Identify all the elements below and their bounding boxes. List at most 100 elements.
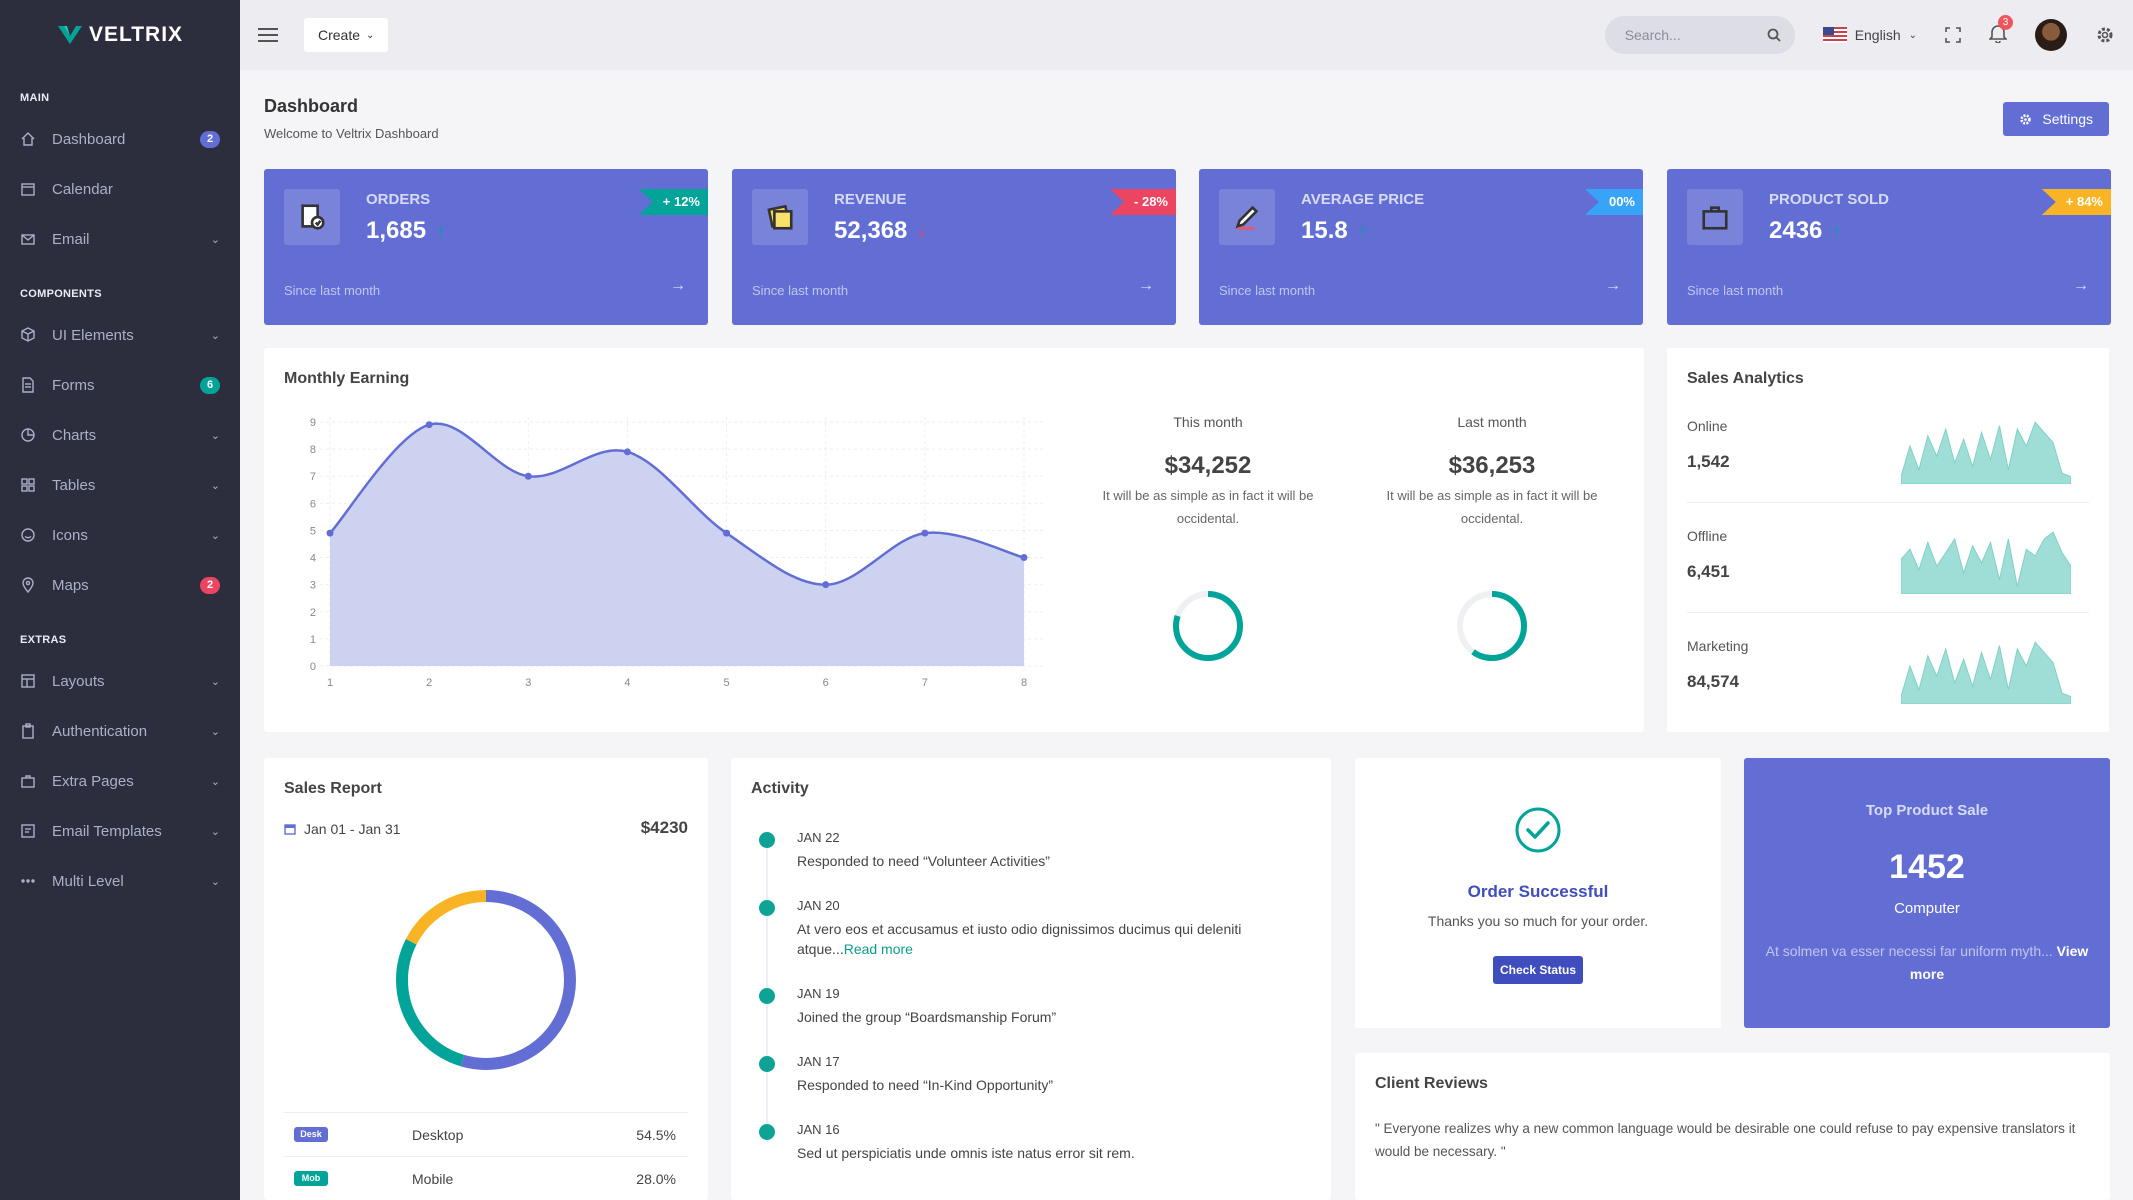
sidebar-item-icons[interactable]: Icons ⌄ [0,510,240,560]
activity-text-block: At vero eos et accusamus et iusto odio d… [797,919,1317,959]
device-percent: 28.0% [636,1170,676,1187]
sidebar-item-ui-elements[interactable]: UI Elements ⌄ [0,310,240,360]
stat-change-badge: + 12% [638,189,708,215]
brand-name: VELTRIX [88,23,184,46]
sidebar-item-authentication[interactable]: Authentication ⌄ [0,706,240,756]
sidebar-item-maps[interactable]: Maps 2 [0,560,240,610]
chevron-down-icon: ⌄ [1908,29,1917,41]
map-pin-icon [20,577,36,593]
last-month-label: Last month [1457,414,1527,430]
arrow-right-icon[interactable]: → [2073,277,2089,294]
sparkline-area [1901,641,2071,704]
sidebar-item-label: Email Templates [52,822,162,840]
data-point [326,529,334,537]
language-selector[interactable]: English ⌄ [1822,27,1917,43]
layout-icon [20,673,36,689]
y-tick-label: 1 [310,634,316,646]
sales-report-donut [396,890,576,1070]
arrow-right-icon[interactable]: → [1138,277,1154,294]
arrow-right-icon[interactable]: → [1605,277,1621,294]
stat-since: Since last month [1219,283,1316,298]
last-month-block: Last month $36,253 It will be as simple … [1362,414,1622,530]
sales-report-title: Sales Report [284,780,382,797]
stat-value-row: 1,685 ↑ [366,217,445,245]
activity-item: JAN 20 At vero eos et accusamus et iusto … [797,898,1317,959]
sidebar-item-tables[interactable]: Tables ⌄ [0,460,240,510]
sales-analytics-row: Online 1,542 [1687,414,2089,514]
check-status-button[interactable]: Check Status [1493,956,1583,984]
chevron-down-icon: ⌄ [210,233,220,246]
activity-item: JAN 22 Responded to need “Volunteer Activ… [797,830,1317,871]
fullscreen-icon[interactable] [1945,27,1961,43]
order-success-card: Order Successful Thanks you so much for … [1355,758,1721,1028]
stat-card-product-sold: Product Sold 2436 ↑ + 84% Since last month → [1667,169,2111,325]
sidebar-item-charts[interactable]: Charts ⌄ [0,410,240,460]
x-tick-label: 2 [426,677,432,689]
this-month-block: This month $34,252 It will be as simple … [1078,414,1338,530]
x-tick-label: 6 [823,677,829,689]
activity-text: Joined the group “Boardsmanship Forum” [797,1009,1057,1025]
sidebar-item-forms[interactable]: Forms 6 [0,360,240,410]
activity-text: Responded to need “Volunteer Activities” [797,853,1050,869]
sales-analytics-label: Offline [1687,528,1728,544]
arrow-up-icon: ↑ [1832,220,1842,241]
data-point [1020,554,1028,562]
timeline-dot [759,1124,775,1140]
sidebar-item-layouts[interactable]: Layouts ⌄ [0,656,240,706]
chevron-down-icon: ⌄ [366,29,375,41]
activity-item: JAN 17 Responded to need “In-Kind Opportu… [797,1054,1317,1095]
user-avatar[interactable] [2035,19,2067,51]
sidebar: VELTRIX MAIN Dashboard 2 Calendar Email ⌄ COMP… [0,0,240,1200]
grid-icon [20,477,36,493]
sales-report-total: $4230 [640,818,688,837]
sidebar-item-email[interactable]: Email ⌄ [0,214,240,264]
sidebar-item-label: Dashboard [52,130,126,148]
sidebar-item-dashboard[interactable]: Dashboard 2 [0,114,240,164]
brand-logo[interactable]: VELTRIX [0,0,240,70]
settings-button[interactable]: Settings [2003,102,2109,136]
chevron-down-icon: ⌄ [210,825,220,838]
home-icon [20,131,36,147]
view-more-link[interactable]: View more [1909,943,2089,982]
stat-since: Since last month [752,283,849,298]
stat-card-average-price: Average Price 15.8 ↑ 00% Since last month → [1199,169,1643,325]
logo-icon [57,26,82,44]
stat-since: Since last month [284,283,381,298]
sidebar-item-label: Layouts [52,672,105,690]
top-product-card: Top Product Sale 1452 Computer At solmen… [1744,758,2110,1028]
activity-text: At vero eos et accusamus et iusto odio d… [797,921,1242,957]
this-month-desc: It will be as simple as in fact it will … [1102,488,1314,526]
hamburger-menu-icon[interactable] [258,27,278,43]
gear-icon[interactable] [2095,25,2115,45]
y-tick-label: 8 [310,444,316,456]
sidebar-item-calendar[interactable]: Calendar [0,164,240,214]
sidebar-item-label: Extra Pages [52,772,134,790]
revenue-icon [752,189,808,245]
sidebar-item-extra-pages[interactable]: Extra Pages ⌄ [0,756,240,806]
timeline-dot [759,988,775,1004]
stat-card-orders: Orders 1,685 ↑ + 12% Since last month → [264,169,708,325]
arrow-right-icon[interactable]: → [670,277,686,294]
clipboard-icon [20,723,36,739]
notification-button[interactable]: 3 [1988,15,2013,47]
x-tick-label: 7 [922,677,928,689]
x-tick-label: 5 [724,677,730,689]
sidebar-item-label: Authentication [52,722,148,740]
create-dropdown-button[interactable]: Create ⌄ [304,18,389,52]
search-input[interactable]: Search... [1604,16,1795,54]
activity-date: JAN 20 [797,898,840,913]
x-tick-label: 4 [624,677,630,689]
y-tick-label: 4 [310,553,316,565]
stat-title: Average Price [1301,191,1425,208]
activity-text-block: Responded to need “Volunteer Activities” [797,851,1317,871]
sales-analytics-value: 84,574 [1687,672,1739,691]
device-name: Desktop [412,1126,464,1143]
read-more-link[interactable]: Read more [843,941,913,957]
sidebar-item-email-templates[interactable]: Email Templates ⌄ [0,806,240,856]
sidebar-item-label: UI Elements [52,326,134,344]
sidebar-section-title: EXTRAS [20,634,67,646]
activity-date: JAN 16 [797,1122,840,1137]
sidebar-item-multi-level[interactable]: Multi Level ⌄ [0,856,240,906]
